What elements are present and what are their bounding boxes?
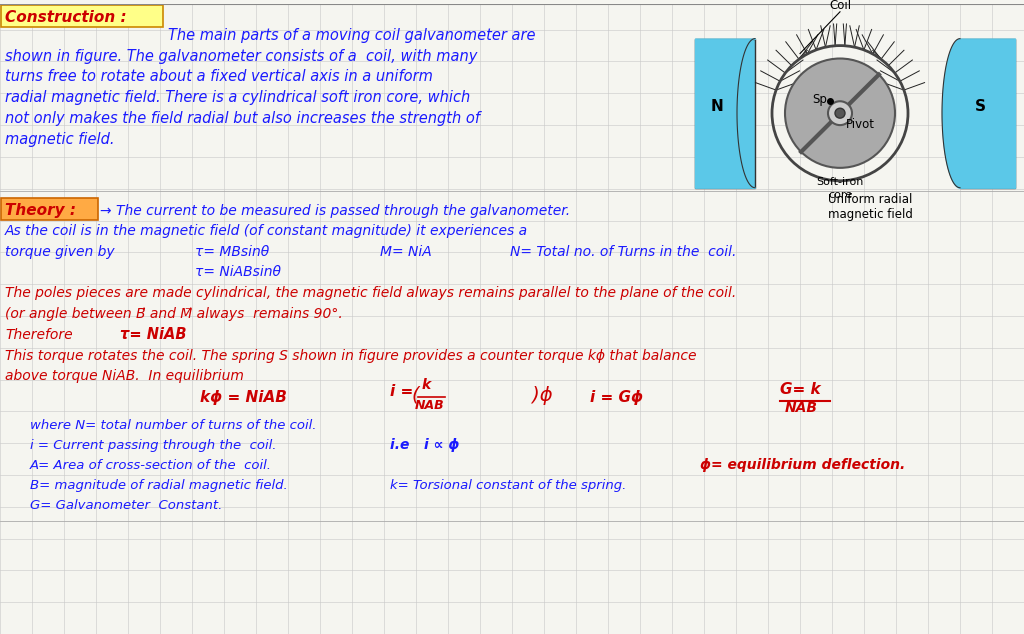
Text: The main parts of a moving coil galvanometer are: The main parts of a moving coil galvanom…: [168, 28, 536, 42]
Text: NAB: NAB: [785, 401, 818, 415]
Text: k: k: [422, 378, 431, 392]
Text: N= Total no. of Turns in the  coil.: N= Total no. of Turns in the coil.: [510, 245, 736, 259]
Text: NAB: NAB: [415, 399, 444, 412]
Text: i.e   i ∝ ϕ: i.e i ∝ ϕ: [390, 438, 460, 452]
Text: core: core: [828, 190, 852, 200]
Text: Coil: Coil: [829, 0, 851, 12]
Text: torque given by: torque given by: [5, 245, 115, 259]
Text: i = Current passing through the  coil.: i = Current passing through the coil.: [30, 439, 276, 452]
Text: (                  )ϕ: ( )ϕ: [412, 386, 553, 405]
FancyBboxPatch shape: [1, 198, 98, 219]
Text: A= Area of cross-section of the  coil.: A= Area of cross-section of the coil.: [30, 459, 272, 472]
FancyBboxPatch shape: [695, 39, 755, 188]
Text: G= Galvanometer  Constant.: G= Galvanometer Constant.: [30, 499, 222, 512]
Text: not only makes the field radial but also increases the strength of: not only makes the field radial but also…: [5, 111, 480, 126]
Text: radial magnetic field. There is a cylindrical soft iron core, which: radial magnetic field. There is a cylind…: [5, 90, 470, 105]
Text: k= Torsional constant of the spring.: k= Torsional constant of the spring.: [390, 479, 627, 492]
Text: G= k: G= k: [780, 382, 820, 398]
Text: B= magnitude of radial magnetic field.: B= magnitude of radial magnetic field.: [30, 479, 288, 492]
Text: τ= NiABsinθ: τ= NiABsinθ: [195, 265, 281, 279]
Circle shape: [828, 101, 852, 125]
Text: Soft-iron: Soft-iron: [816, 177, 863, 187]
Text: Therefore: Therefore: [5, 328, 73, 342]
Text: Pivot: Pivot: [846, 118, 874, 131]
Text: S: S: [975, 99, 985, 114]
Text: τ= NiAB: τ= NiAB: [120, 327, 186, 342]
Text: Uniform radial: Uniform radial: [827, 193, 912, 205]
Circle shape: [785, 58, 895, 168]
Text: magnetic field.: magnetic field.: [5, 132, 115, 147]
Text: As the coil is in the magnetic field (of constant magnitude) it experiences a: As the coil is in the magnetic field (of…: [5, 224, 528, 238]
Text: → The current to be measured is passed through the galvanometer.: → The current to be measured is passed t…: [100, 204, 570, 217]
Text: N: N: [711, 99, 723, 114]
Text: turns free to rotate about a fixed vertical axis in a uniform: turns free to rotate about a fixed verti…: [5, 69, 433, 84]
Text: ϕ= equilibrium deflection.: ϕ= equilibrium deflection.: [700, 458, 905, 472]
Text: above torque NiAB.  In equilibrium: above torque NiAB. In equilibrium: [5, 368, 244, 382]
Text: i =: i =: [390, 384, 414, 399]
FancyBboxPatch shape: [1, 5, 163, 27]
Text: magnetic field: magnetic field: [827, 207, 912, 221]
Text: M= NiA: M= NiA: [380, 245, 432, 259]
Text: The poles pieces are made cylindrical, the magnetic field always remains paralle: The poles pieces are made cylindrical, t…: [5, 286, 736, 300]
Text: τ= MBsinθ: τ= MBsinθ: [195, 245, 269, 259]
Text: shown in figure. The galvanometer consists of a  coil, with many: shown in figure. The galvanometer consis…: [5, 49, 477, 63]
Text: This torque rotates the coil. The spring S shown in figure provides a counter to: This torque rotates the coil. The spring…: [5, 349, 696, 363]
Text: Theory :: Theory :: [5, 202, 76, 217]
Text: i = Gϕ: i = Gϕ: [590, 389, 643, 404]
FancyBboxPatch shape: [961, 39, 1015, 188]
Text: Construction :: Construction :: [5, 10, 127, 25]
Text: where N= total number of turns of the coil.: where N= total number of turns of the co…: [30, 419, 316, 432]
Text: (or angle between B⃗ and M⃗ always  remains 90°.: (or angle between B⃗ and M⃗ always remai…: [5, 307, 343, 321]
Circle shape: [835, 108, 845, 118]
Text: Sp: Sp: [813, 93, 827, 107]
Text: kϕ = NiAB: kϕ = NiAB: [200, 389, 287, 404]
